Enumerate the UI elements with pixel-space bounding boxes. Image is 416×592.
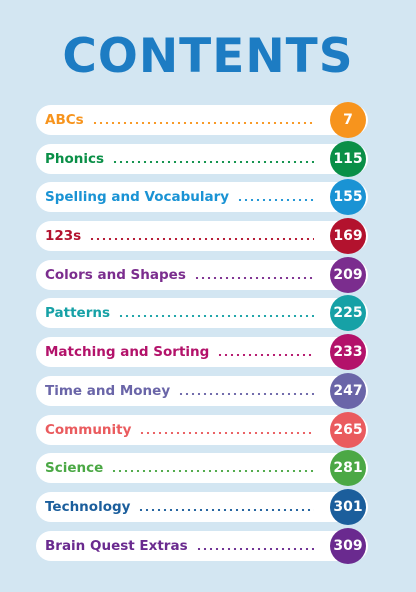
- toc-entry-label: 123s: [45, 228, 82, 245]
- page-number-badge: 301: [330, 488, 366, 525]
- toc-entry-label: Brain Quest Extras: [45, 537, 188, 554]
- toc-entry-brain-quest-extras[interactable]: Brain Quest Extras 309: [36, 527, 368, 564]
- toc-entry-spelling-and-vocabulary[interactable]: Spelling and Vocabulary 155: [36, 179, 368, 216]
- toc-entry-label: Science: [45, 460, 104, 477]
- dot-leader: [111, 470, 314, 473]
- toc-entry-label: Patterns: [45, 305, 111, 322]
- page-number-badge: 233: [330, 334, 366, 371]
- dot-leader: [193, 276, 314, 279]
- toc-entry-label: Technology: [45, 498, 131, 515]
- page-number-badge: 225: [330, 295, 366, 332]
- toc-entry-science[interactable]: Science 281: [36, 450, 368, 487]
- dot-leader: [237, 199, 314, 202]
- toc-entry-label: ABCs: [45, 112, 84, 128]
- toc-entry-123s[interactable]: 123s 169: [36, 218, 368, 255]
- page-number-badge: 7: [330, 102, 366, 138]
- dot-leader: [138, 508, 314, 511]
- page-number-badge: 281: [330, 450, 366, 487]
- dot-leader: [89, 238, 314, 241]
- toc-entry-abcs[interactable]: ABCs 7: [36, 102, 368, 138]
- toc-entry-label: Spelling and Vocabulary: [45, 189, 230, 206]
- dot-leader: [112, 160, 314, 163]
- page-number-badge: 155: [330, 179, 366, 216]
- page-number-badge: 309: [330, 527, 366, 564]
- toc-entry-technology[interactable]: Technology 301: [36, 488, 368, 525]
- toc-entry-patterns[interactable]: Patterns 225: [36, 295, 368, 332]
- page-number-badge: 115: [330, 140, 366, 177]
- page-title: CONTENTS: [62, 29, 354, 84]
- toc-entry-label: Community: [45, 421, 132, 438]
- toc-entry-colors-and-shapes[interactable]: Colors and Shapes 209: [36, 256, 368, 293]
- dot-leader: [195, 547, 314, 550]
- page-number-badge: 247: [330, 372, 366, 409]
- dot-leader: [217, 354, 314, 357]
- toc-entry-matching-and-sorting[interactable]: Matching and Sorting 233: [36, 334, 368, 371]
- toc-entry-label: Time and Money: [45, 382, 171, 399]
- toc-entry-time-and-money[interactable]: Time and Money 247: [36, 372, 368, 409]
- page-number-badge: 169: [330, 218, 366, 255]
- toc-entry-label: Colors and Shapes: [45, 266, 186, 283]
- toc-entry-label: Phonics: [45, 150, 105, 167]
- page-number-badge: 209: [330, 256, 366, 293]
- table-of-contents: ABCs 7 Phonics 115 Spelling and Vocabula…: [36, 102, 368, 569]
- dot-leader: [91, 122, 314, 124]
- page-number-badge: 265: [330, 411, 366, 448]
- dot-leader: [178, 392, 314, 395]
- toc-entry-phonics[interactable]: Phonics 115: [36, 140, 368, 177]
- dot-leader: [139, 431, 314, 434]
- dot-leader: [118, 315, 314, 318]
- toc-entry-label: Matching and Sorting: [45, 344, 210, 361]
- toc-entry-community[interactable]: Community 265: [36, 411, 368, 448]
